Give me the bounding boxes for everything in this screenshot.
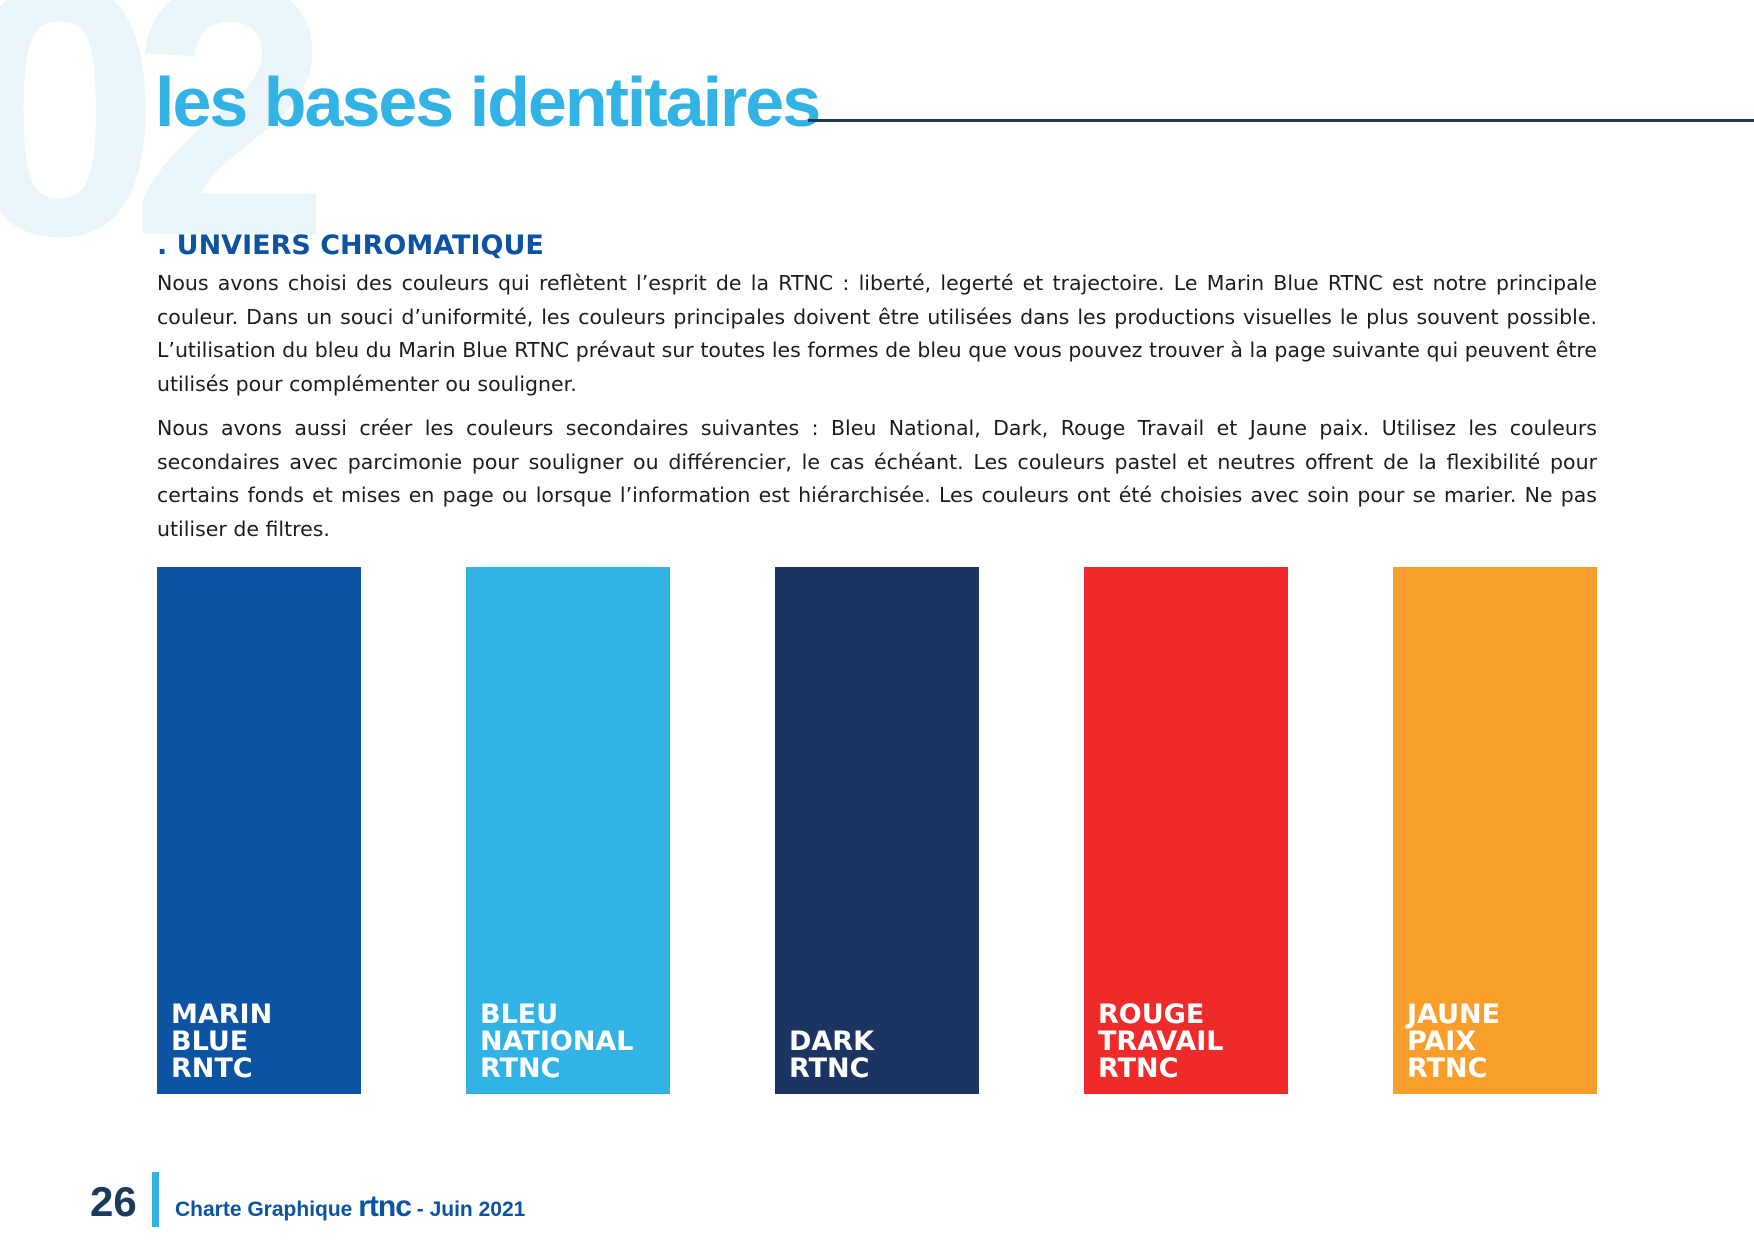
swatch-label: JAUNE PAIX RTNC <box>1407 1001 1500 1082</box>
swatch-label-line: JAUNE <box>1407 999 1501 1030</box>
swatch-label-line: PAIX <box>1407 1026 1477 1057</box>
swatch-label: MARIN BLUE RNTC <box>171 1001 272 1082</box>
heading-rule <box>808 119 1754 122</box>
swatch-label: BLEU NATIONAL RTNC <box>480 1001 634 1082</box>
swatch-label-line: DARK <box>789 1026 875 1057</box>
swatch-label-line: RTNC <box>1407 1053 1488 1084</box>
swatch-label-line: BLEU <box>480 999 559 1030</box>
intro-paragraph: Nous avons choisi des couleurs qui reflè… <box>157 271 1597 396</box>
footer-caption: Charte Graphique rtnc - Juin 2021 <box>175 1190 525 1224</box>
swatch-label-line: BLUE <box>171 1026 249 1057</box>
swatch-jaune-paix: JAUNE PAIX RTNC <box>1393 567 1597 1094</box>
section-title: . UNVIERS CHROMATIQUE <box>157 230 544 261</box>
swatch-label-line: RNTC <box>171 1053 253 1084</box>
swatch-label: ROUGE TRAVAIL RTNC <box>1098 1001 1223 1082</box>
swatch-bleu-national: BLEU NATIONAL RTNC <box>466 567 670 1094</box>
swatch-marin-blue: MARIN BLUE RNTC <box>157 567 361 1094</box>
swatch-label-line: RTNC <box>789 1053 870 1084</box>
footer-label: Charte Graphique <box>175 1198 353 1221</box>
footer-brand: rtnc <box>358 1190 412 1223</box>
swatch-label: DARK RTNC <box>789 1028 874 1082</box>
page-heading: les bases identitaires <box>155 63 821 141</box>
swatch-label-line: TRAVAIL <box>1098 1026 1224 1057</box>
page-number: 26 <box>90 1178 137 1225</box>
footer-divider <box>152 1172 159 1227</box>
swatch-label-line: RTNC <box>1098 1053 1179 1084</box>
swatch-label-line: NATIONAL <box>480 1026 634 1057</box>
swatch-label-line: ROUGE <box>1098 999 1205 1030</box>
swatch-dark: DARK RTNC <box>775 567 979 1094</box>
secondary-colors-paragraph: Nous avons aussi créer les couleurs seco… <box>157 416 1597 541</box>
background-section-number: 02 <box>0 0 330 311</box>
footer-date: - Juin 2021 <box>416 1198 526 1221</box>
swatch-rouge-travail: ROUGE TRAVAIL RTNC <box>1084 567 1288 1094</box>
swatch-label-line: RTNC <box>480 1053 561 1084</box>
swatch-label-line: MARIN <box>171 999 273 1030</box>
